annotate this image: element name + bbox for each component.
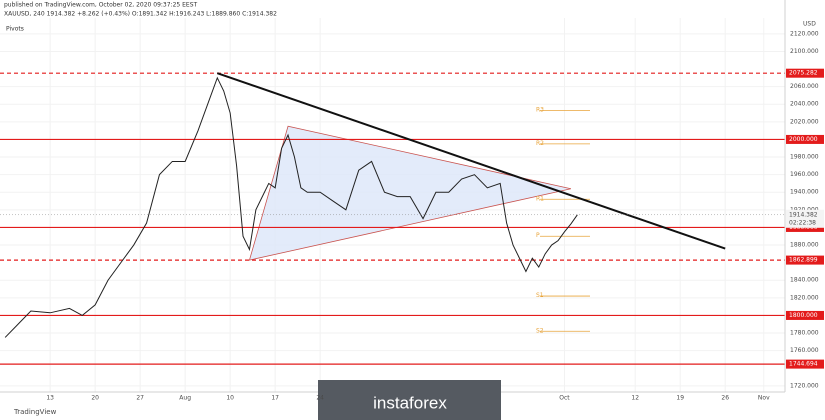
last-price-label: 1914.382 xyxy=(789,211,818,218)
pivot-label: S1 xyxy=(536,292,544,299)
x-tick-label: Nov xyxy=(758,395,770,402)
x-tick-label: 24 xyxy=(316,395,324,402)
price-line xyxy=(4,76,578,338)
level-label: 1800.000 xyxy=(789,312,818,319)
published: published on TradingView.com, October 02… xyxy=(4,2,197,9)
y-tick-label: 1820.000 xyxy=(790,294,819,301)
y-tick-label: 2060.000 xyxy=(790,83,819,90)
level-label-box xyxy=(786,310,824,320)
x-tick-label: Oct xyxy=(559,395,570,402)
countdown: 02:22:38 xyxy=(789,219,816,226)
watermark: instaforex xyxy=(373,393,447,412)
level-label: 1744.694 xyxy=(789,361,818,368)
y-tick-label: 1720.000 xyxy=(790,382,819,389)
level-label: 1862.899 xyxy=(789,257,818,264)
indicator: Pivots xyxy=(6,26,24,33)
level-label-box xyxy=(786,255,824,265)
symbol-line: XAUUSD, 240 1914.382 +8.262 (+0.43%) O:1… xyxy=(4,11,277,18)
x-tick-label: 26 xyxy=(721,395,729,402)
last-price-box xyxy=(786,209,824,228)
x-tick-label: 10 xyxy=(226,395,234,402)
brand: TradingView xyxy=(13,408,57,416)
trendline xyxy=(216,72,726,250)
level-label: 2075.282 xyxy=(789,70,818,77)
triangle-pattern xyxy=(248,125,571,261)
level-label-box xyxy=(786,359,824,369)
x-tick-label: 13 xyxy=(46,395,54,402)
pivot-label: R2 xyxy=(536,140,544,147)
x-tick-label: 17 xyxy=(271,395,279,402)
y-tick-label: 1940.000 xyxy=(790,189,819,196)
level-label: 2000.000 xyxy=(789,136,818,143)
plot xyxy=(0,72,785,365)
y-tick-label: 1960.000 xyxy=(790,171,819,178)
pivot-label: R1 xyxy=(536,195,544,202)
currency: USD xyxy=(803,21,816,28)
level-label-box xyxy=(786,134,824,144)
x-tick-label: 20 xyxy=(91,395,99,402)
y-tick-label: 2020.000 xyxy=(790,118,819,125)
pivot-label: S2 xyxy=(536,327,544,334)
y-tick-label: 1780.000 xyxy=(790,330,819,337)
y-tick-label: 2120.000 xyxy=(790,30,819,37)
y-tick-label: 1840.000 xyxy=(790,277,819,284)
y-tick-label: 2100.000 xyxy=(790,48,819,55)
x-tick-label: 19 xyxy=(676,395,684,402)
x-tick-label: 27 xyxy=(136,395,144,402)
y-tick-label: 1880.000 xyxy=(790,242,819,249)
x-tick-label: 12 xyxy=(631,395,639,402)
pivot-label: R3 xyxy=(536,106,544,113)
pivot-label: P xyxy=(536,232,540,239)
y-tick-label: 2040.000 xyxy=(790,101,819,108)
y-tick-label: 1980.000 xyxy=(790,154,819,161)
y-tick-label: 1760.000 xyxy=(790,347,819,354)
watermark-box xyxy=(318,380,501,420)
level-label-box xyxy=(786,68,824,78)
x-tick-label: Aug xyxy=(179,395,191,402)
